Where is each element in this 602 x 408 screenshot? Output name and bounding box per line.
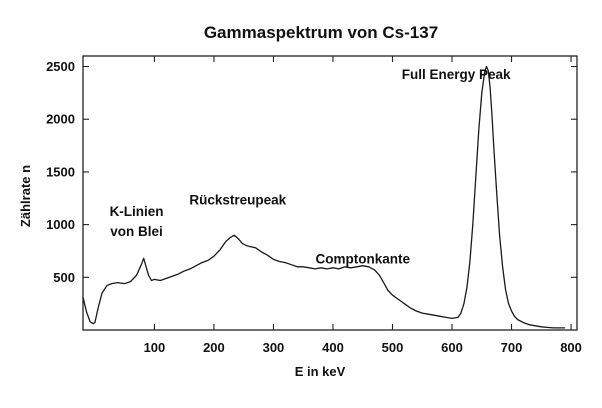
series-line: [82, 65, 566, 329]
y-tick-label: 2000: [46, 112, 75, 127]
x-tick-label: 600: [441, 340, 463, 355]
y-axis-label: Zählrate n: [18, 165, 33, 227]
x-axis-label: E in keV: [295, 364, 346, 379]
chart-title: Gammaspektrum von Cs-137: [204, 23, 438, 42]
annotations: K-Linien von Blei Rückstreupeak Comptonkant…: [110, 67, 511, 266]
y-axis: 500 1000 1500 2000 2500: [46, 59, 577, 285]
x-axis: 100 200 300 400 500 600 700 800: [144, 56, 582, 355]
x-tick-label: 300: [263, 340, 285, 355]
x-tick-label: 200: [203, 340, 225, 355]
y-tick-label: 1500: [46, 164, 75, 179]
y-tick-label: 2500: [46, 59, 75, 74]
x-tick-label: 800: [560, 340, 582, 355]
annotation-label: Full Energy Peak: [402, 67, 511, 82]
plot-frame: [82, 55, 578, 331]
annotation-label: K-Linien: [110, 204, 164, 219]
annotation-label: von Blei: [110, 224, 163, 239]
y-tick-label: 500: [53, 270, 75, 285]
annotation-label: Comptonkante: [315, 252, 410, 267]
annotation-label: Rückstreupeak: [189, 193, 286, 208]
x-tick-label: 700: [501, 340, 523, 355]
plot-area: [82, 55, 578, 331]
x-tick-label: 400: [322, 340, 344, 355]
y-tick-label: 1000: [46, 217, 75, 232]
x-tick-label: 100: [144, 340, 166, 355]
x-tick-label: 500: [382, 340, 404, 355]
